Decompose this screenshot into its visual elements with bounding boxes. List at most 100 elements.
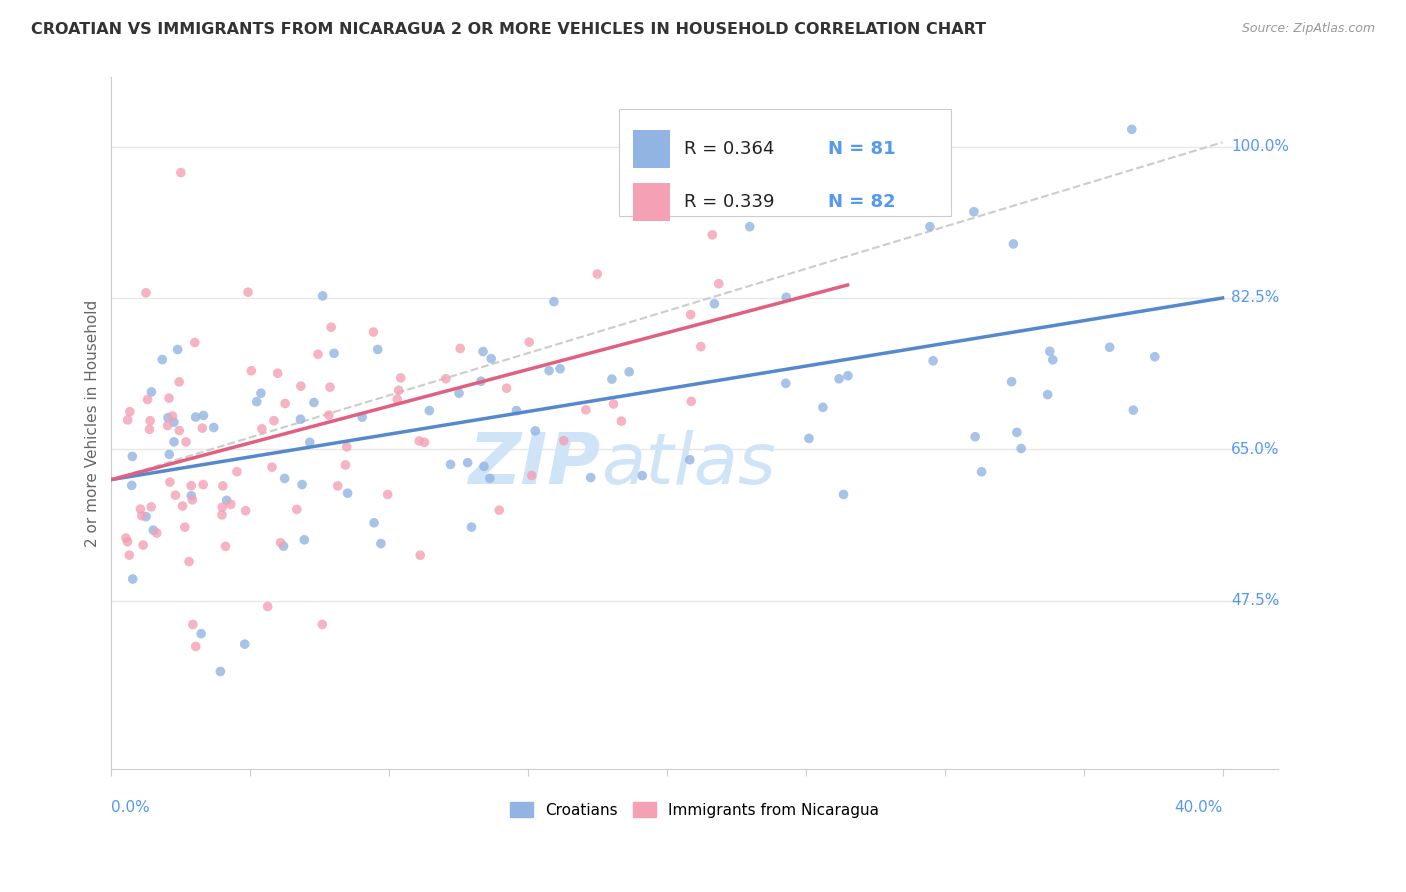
Point [367, 343, 389, 357]
Text: ZIP: ZIP [470, 430, 602, 500]
Point [250, 422, 273, 436]
Point [335, 458, 357, 472]
Text: R = 0.339: R = 0.339 [685, 193, 775, 211]
Point [1122, 403, 1144, 417]
Text: 0.0%: 0.0% [111, 800, 150, 815]
Point [689, 340, 711, 354]
Text: Source: ZipAtlas.com: Source: ZipAtlas.com [1241, 22, 1375, 36]
Point [117, 534, 139, 549]
Point [274, 396, 297, 410]
Point [139, 414, 162, 428]
Point [180, 489, 202, 503]
Point [169, 424, 191, 438]
Point [190, 626, 212, 640]
Point [156, 418, 179, 433]
Text: CROATIAN VS IMMIGRANTS FROM NICARAGUA 2 OR MORE VEHICLES IN HOUSEHOLD CORRELATIO: CROATIAN VS IMMIGRANTS FROM NICARAGUA 2 … [31, 22, 986, 37]
Point [1143, 350, 1166, 364]
Point [449, 342, 471, 356]
Point [1000, 375, 1022, 389]
Point [211, 508, 233, 522]
Point [703, 297, 725, 311]
Point [121, 572, 143, 586]
Text: atlas: atlas [602, 430, 776, 500]
Point [832, 487, 855, 501]
Point [702, 227, 724, 242]
Point [1098, 340, 1121, 354]
Point [363, 516, 385, 530]
Point [212, 479, 235, 493]
Point [240, 364, 263, 378]
Point [517, 335, 540, 350]
Point [290, 412, 312, 426]
Point [142, 523, 165, 537]
Point [219, 497, 242, 511]
Point [460, 520, 482, 534]
Point [472, 344, 495, 359]
Point [408, 434, 430, 448]
Point [524, 424, 547, 438]
Point [323, 346, 346, 360]
Point [797, 432, 820, 446]
Point [413, 435, 436, 450]
Point [586, 267, 609, 281]
Legend: Croatians, Immigrants from Nicaragua: Croatians, Immigrants from Nicaragua [505, 796, 886, 824]
Point [181, 617, 204, 632]
Point [263, 414, 285, 428]
Text: N = 81: N = 81 [828, 140, 896, 158]
Point [495, 381, 517, 395]
Point [553, 434, 575, 448]
Point [209, 665, 232, 679]
Point [318, 408, 340, 422]
Point [321, 320, 343, 334]
FancyBboxPatch shape [619, 109, 952, 216]
Point [132, 538, 155, 552]
Point [138, 422, 160, 436]
Point [602, 397, 624, 411]
Point [352, 410, 374, 425]
Point [184, 335, 207, 350]
Point [157, 447, 180, 461]
Text: 82.5%: 82.5% [1230, 291, 1279, 305]
Point [1042, 352, 1064, 367]
Point [1005, 425, 1028, 440]
Point [1121, 122, 1143, 136]
Point [302, 395, 325, 409]
Point [256, 599, 278, 614]
Point [520, 468, 543, 483]
Text: N = 82: N = 82 [828, 193, 896, 211]
Point [273, 471, 295, 485]
Text: R = 0.364: R = 0.364 [685, 140, 775, 158]
FancyBboxPatch shape [633, 183, 671, 221]
Point [479, 351, 502, 366]
Point [163, 415, 186, 429]
Point [156, 410, 179, 425]
Point [246, 394, 269, 409]
Point [1039, 344, 1062, 359]
Point [505, 403, 527, 417]
Point [828, 372, 851, 386]
Point [377, 487, 399, 501]
Point [214, 539, 236, 553]
Point [1036, 387, 1059, 401]
Point [681, 394, 703, 409]
Point [579, 470, 602, 484]
Point [236, 285, 259, 300]
Point [235, 504, 257, 518]
Point [159, 475, 181, 489]
Point [326, 479, 349, 493]
Point [129, 502, 152, 516]
Point [121, 450, 143, 464]
Point [174, 434, 197, 449]
Point [447, 386, 470, 401]
Point [418, 403, 440, 417]
Point [488, 503, 510, 517]
Point [157, 391, 180, 405]
Point [184, 410, 207, 425]
Point [260, 460, 283, 475]
Point [336, 440, 359, 454]
Point [115, 531, 138, 545]
Point [191, 421, 214, 435]
Point [146, 526, 169, 541]
Point [472, 459, 495, 474]
Point [167, 375, 190, 389]
